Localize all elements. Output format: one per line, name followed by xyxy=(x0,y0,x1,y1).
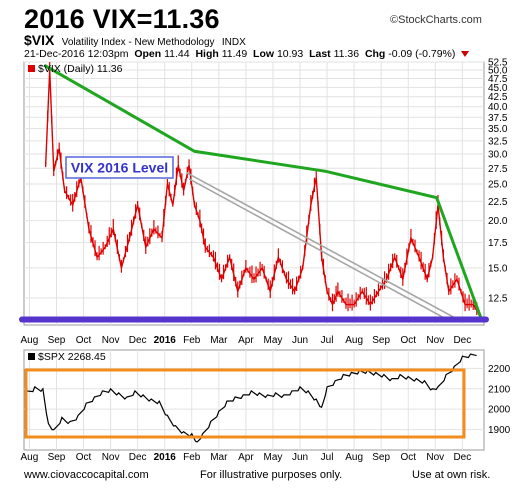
footer-website[interactable]: www.ciovaccocapital.com xyxy=(24,469,149,481)
spx-x-tick-label: Mar xyxy=(210,452,228,463)
vix-x-tick-label: May xyxy=(263,335,282,346)
vix-y-tick-label: 35.0 xyxy=(488,124,508,135)
vix-y-tick-label: 45.0 xyxy=(488,83,508,94)
vix-y-tick-label: 17.5 xyxy=(488,238,508,249)
vix-x-tick-label: Oct xyxy=(76,335,92,346)
chart-title: 2016 VIX=11.36 xyxy=(24,4,220,34)
vix-y-tick-label: 40.0 xyxy=(488,102,508,113)
down-triangle-icon xyxy=(461,51,470,58)
low-label: Low xyxy=(253,48,275,60)
last-value: 11.36 xyxy=(333,48,360,60)
spx-x-tick-label: Aug xyxy=(345,452,363,463)
spx-x-tick-label: Dec xyxy=(453,452,471,463)
vix-y-tick-label: 22.5 xyxy=(488,197,508,208)
spx-x-tick-label: Jul xyxy=(321,452,334,463)
vix-y-tick-label: 15.0 xyxy=(488,263,508,274)
symbol-description: Volatility Index - New Methodology xyxy=(61,37,215,48)
vix-x-tick-label: Dec xyxy=(453,335,471,346)
spx-panel-frame xyxy=(23,349,485,451)
spx-series-line xyxy=(25,353,477,443)
high-value: 11.49 xyxy=(221,48,248,60)
symbol: $VIX xyxy=(24,32,55,48)
spx-x-tick-label: Jun xyxy=(292,452,308,463)
vix-x-tick-label: Nov xyxy=(102,335,120,346)
chg-value: -0.09 (-0.79%) xyxy=(388,48,456,60)
vix-x-tick-label: Sep xyxy=(372,335,390,346)
vix-y-tick-label: 52.5 xyxy=(488,58,508,69)
spx-x-tick-label: Nov xyxy=(426,452,444,463)
vix-x-tick-label: Oct xyxy=(400,335,416,346)
vix-y-tick-label: 12.5 xyxy=(488,293,508,304)
open-value: 11.44 xyxy=(164,48,190,60)
vix-y-tick-label: 47.5 xyxy=(488,74,508,85)
spx-y-tick-label: 2100 xyxy=(488,384,511,395)
spx-x-tick-label: Aug xyxy=(21,452,39,463)
open-label: Open xyxy=(134,48,162,60)
vix-diagonal-trendline xyxy=(188,178,452,323)
spx-range-box xyxy=(24,368,466,439)
vix-y-tick-label: 30.0 xyxy=(488,149,508,160)
vix-annotation-text: VIX 2016 Level xyxy=(71,160,168,176)
spx-x-tick-label: Apr xyxy=(238,452,254,463)
vix-legend-swatch xyxy=(28,65,35,72)
quote-date: 21-Dec-2016 12:03pm xyxy=(24,48,129,60)
vix-x-tick-label: Apr xyxy=(238,335,254,346)
vix-y-tick-label: 32.5 xyxy=(488,136,508,147)
vix-y-tick-label: 42.5 xyxy=(488,92,508,103)
vix-y-tick-label: 20.0 xyxy=(488,216,508,227)
spx-x-tick-label: Oct xyxy=(76,452,92,463)
vix-y-tick-label: 37.5 xyxy=(488,113,508,124)
vix-legend-text: $VIX (Daily) 11.36 xyxy=(38,63,123,75)
vix-diagonal-trendline xyxy=(185,171,458,320)
spx-x-tick-label: Oct xyxy=(400,452,416,463)
last-label: Last xyxy=(309,48,331,60)
spx-y-tick-label: 2000 xyxy=(488,405,511,416)
vix-annotation-box xyxy=(65,156,174,179)
spx-y-tick-label: 2200 xyxy=(488,364,511,375)
vix-x-tick-label: Aug xyxy=(345,335,363,346)
footer-risk: Use at own risk. xyxy=(412,469,491,481)
vix-x-tick-label: Aug xyxy=(21,335,39,346)
spx-x-tick-label: 2016 xyxy=(154,452,177,463)
vix-peak-trendline xyxy=(43,63,483,320)
quote-line: 21-Dec-2016 12:03pm Open 11.44 High 11.4… xyxy=(24,48,470,60)
vix-y-tick-label: 50.0 xyxy=(488,66,508,77)
vix-x-tick-label: Dec xyxy=(129,335,147,346)
vix-x-tick-label: Nov xyxy=(426,335,444,346)
symbol-line: $VIX Volatility Index - New Methodology … xyxy=(24,32,246,48)
symbol-exchange: INDX xyxy=(221,37,246,48)
chg-label: Chg xyxy=(364,48,386,60)
vix-series-line xyxy=(44,69,480,314)
spx-legend-text: $SPX 2268.45 xyxy=(38,351,106,363)
vix-x-tick-label: Sep xyxy=(48,335,66,346)
vix-x-tick-label: Mar xyxy=(210,335,228,346)
spx-x-tick-label: Sep xyxy=(372,452,390,463)
high-label: High xyxy=(195,48,219,60)
brand-label[interactable]: ©StockCharts.com xyxy=(390,14,482,26)
vix-x-tick-label: Jul xyxy=(321,335,334,346)
spx-y-tick-label: 1900 xyxy=(488,425,511,436)
vix-y-tick-label: 25.0 xyxy=(488,179,508,190)
vix-x-tick-label: 2016 xyxy=(154,335,177,346)
vix-y-tick-label: 27.5 xyxy=(488,164,508,175)
vix-x-tick-label: Jun xyxy=(292,335,308,346)
vix-x-tick-label: Feb xyxy=(183,335,201,346)
spx-x-tick-label: Sep xyxy=(48,452,66,463)
spx-x-tick-label: Dec xyxy=(129,452,147,463)
low-value: 10.93 xyxy=(276,48,304,60)
spx-legend-swatch xyxy=(28,353,35,360)
footer-disclaimer: For illustrative purposes only. xyxy=(200,469,343,481)
spx-x-tick-label: Nov xyxy=(102,452,120,463)
spx-x-tick-label: May xyxy=(263,452,282,463)
spx-x-tick-label: Feb xyxy=(183,452,201,463)
